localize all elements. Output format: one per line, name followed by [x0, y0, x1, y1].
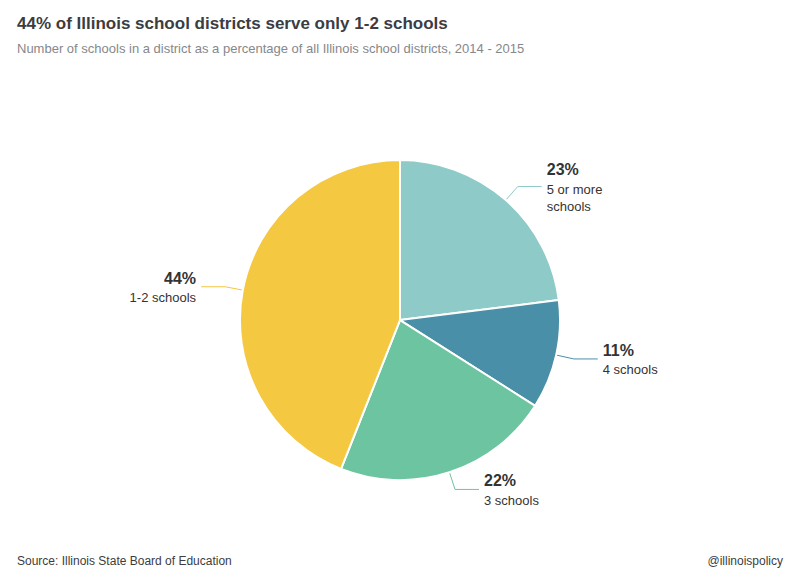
svg-text:5 or more: 5 or more [547, 182, 603, 197]
svg-text:Source: Illinois State Board o: Source: Illinois State Board of Educatio… [17, 554, 232, 568]
svg-text:1-2 schools: 1-2 schools [130, 290, 197, 305]
svg-text:11%: 11% [603, 342, 634, 359]
svg-text:schools: schools [547, 199, 592, 214]
svg-text:@illinoispolicy: @illinoispolicy [707, 554, 783, 568]
svg-text:44% of Illinois school distric: 44% of Illinois school districts serve o… [17, 14, 448, 33]
svg-text:22%: 22% [484, 472, 516, 489]
svg-text:4 schools: 4 schools [603, 362, 658, 377]
svg-text:Number of schools in a distric: Number of schools in a district as a per… [17, 41, 524, 56]
svg-text:23%: 23% [547, 161, 579, 178]
svg-text:44%: 44% [164, 270, 196, 287]
svg-text:3 schools: 3 schools [484, 493, 539, 508]
